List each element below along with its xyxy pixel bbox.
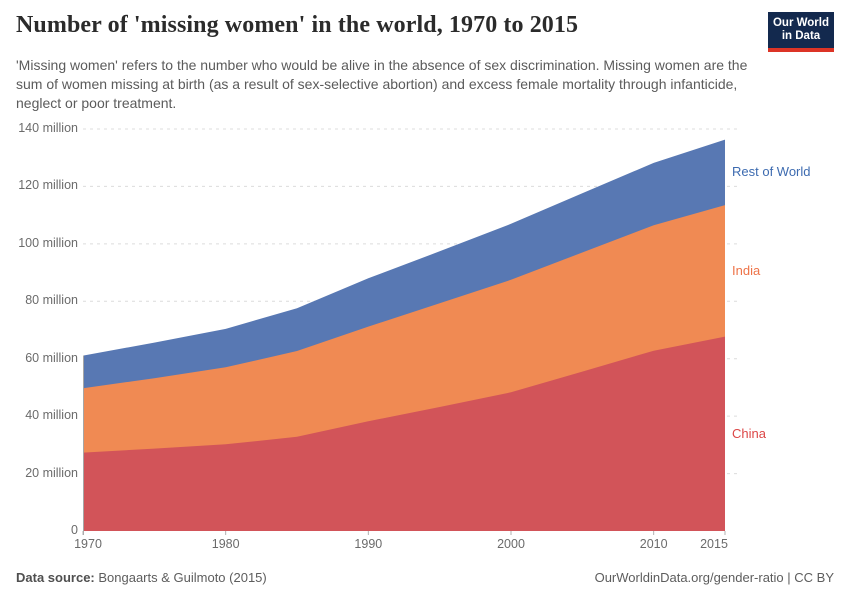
datasource: Data source: Bongaarts & Guilmoto (2015) <box>16 570 267 585</box>
x-axis-label-2000: 2000 <box>497 537 525 551</box>
y-axis-label-0: 0 <box>71 523 78 537</box>
y-axis-label-40: 40 million <box>25 408 78 423</box>
y-axis-label-20: 20 million <box>25 465 78 480</box>
area-china[interactable] <box>83 336 725 531</box>
page-title: Number of 'missing women' in the world, … <box>16 12 579 38</box>
attribution-link[interactable]: OurWorldinData.org/gender-ratio | CC BY <box>594 570 834 585</box>
series-label-india: India <box>732 262 761 278</box>
x-axis-label-1970: 1970 <box>74 537 102 551</box>
y-axis-label-140: 140 million <box>18 121 78 135</box>
x-axis-label-2015: 2015 <box>700 537 728 551</box>
y-axis-label-100: 100 million <box>18 235 78 250</box>
y-axis-label-80: 80 million <box>25 293 78 308</box>
y-axis-label-120: 120 million <box>18 178 78 193</box>
owid-logo[interactable]: Our World in Data <box>768 12 834 52</box>
page-subtitle: 'Missing women' refers to the number who… <box>16 57 748 111</box>
owid-logo-text-line1: Our World <box>772 17 829 29</box>
datasource-label: Data source: <box>16 570 95 585</box>
y-axis-label-60: 60 million <box>25 350 78 365</box>
x-axis-label-2010: 2010 <box>639 537 668 551</box>
owid-logo-text-line2: in Data <box>781 30 821 42</box>
series-label-china: China <box>732 425 766 441</box>
datasource-value: Bongaarts & Guilmoto (2015) <box>94 570 267 585</box>
x-axis-label-1990: 1990 <box>354 537 383 551</box>
series-label-rest-of-world: Rest of World <box>732 164 811 180</box>
x-axis-label-1980: 1980 <box>211 537 240 551</box>
